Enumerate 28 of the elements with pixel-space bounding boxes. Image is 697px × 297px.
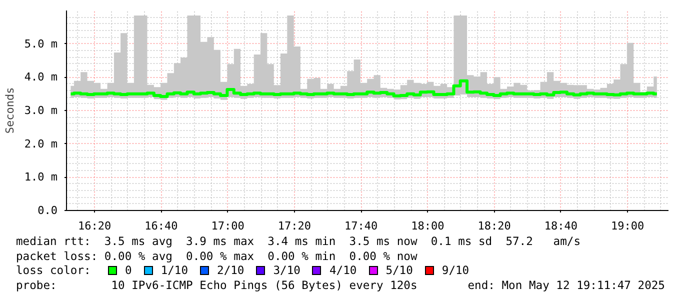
legend-label: 2/10 (217, 264, 244, 277)
x-tick-label: 16:20 (78, 220, 112, 232)
legend-title: loss color: (16, 264, 92, 278)
legend-label: 9/10 (442, 264, 470, 277)
x-tick-label: 18:00 (411, 220, 444, 232)
x-tick-label: 16:40 (144, 220, 178, 232)
x-tick-label: 19:00 (610, 220, 644, 232)
y-tick-label: 0.0 (38, 204, 58, 217)
text: median rtt: 3.5 ms avg 3.9 ms max 3.4 ms min 3.5 ms now 0.1 ms sd 57.2 am/s (16, 235, 582, 250)
x-tick-label: 18:20 (478, 220, 511, 232)
text: probe: 10 IPv6-ICMP Echo Pings (56 Bytes) every 120s (16, 278, 418, 292)
text: packet loss: 0.00 % avg 0.00 % max 0.00 % min 0.00 % now (16, 250, 418, 264)
y-tick-label: 3.0 m (24, 104, 58, 117)
legend-label: 5/10 (386, 264, 413, 277)
x-tick-label: 17:40 (344, 220, 378, 232)
y-tick-label: 4.0 m (24, 70, 58, 84)
y-tick-label: 1.0 m (24, 170, 58, 184)
x-tick-label: 17:20 (278, 220, 311, 232)
legend-label: 3/10 (273, 264, 300, 277)
legend-label: 1/10 (160, 264, 188, 277)
x-tick-label: 18:40 (544, 220, 578, 232)
legend-label: 4/10 (329, 264, 357, 277)
x-tick-label: 17:00 (211, 220, 244, 232)
text: end: Mon May 12 19:11:47 2025 (468, 278, 665, 293)
y-axis-title: Seconds (3, 87, 16, 134)
y-tick-label: 2.0 m (24, 137, 58, 150)
y-tick-label: 5.0 m (24, 37, 58, 50)
legend-label: 0 (125, 264, 132, 277)
